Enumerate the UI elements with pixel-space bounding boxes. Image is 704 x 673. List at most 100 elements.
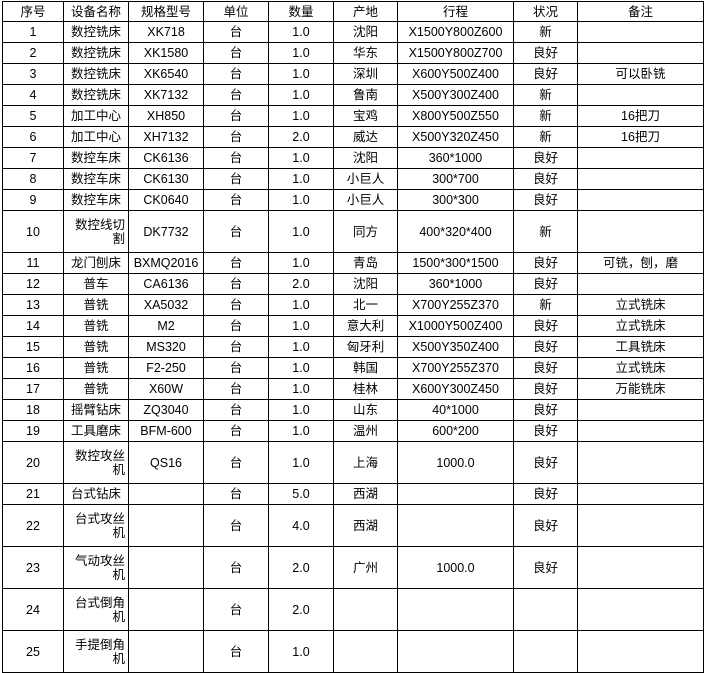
cell-model: X60W	[128, 378, 204, 400]
cell-unit: 台	[203, 210, 269, 253]
cell-note: 16把刀	[577, 126, 704, 148]
cell-qty: 1.0	[268, 441, 334, 484]
cell-origin: 华东	[333, 42, 398, 64]
cell-seq: 23	[2, 546, 64, 589]
table-row: 4 数控铣床 XK7132 台 1.0 鲁南 X500Y300Z400 新	[2, 84, 704, 106]
cell-qty: 2.0	[268, 273, 334, 295]
cell-name: 摇臂钻床	[63, 399, 129, 421]
cell-name: 数控攻丝机	[63, 441, 129, 484]
cell-qty: 1.0	[268, 168, 334, 190]
cell-name: 普车	[63, 273, 129, 295]
cell-seq: 13	[2, 294, 64, 316]
cell-model: DK7732	[128, 210, 204, 253]
cell-qty: 1.0	[268, 399, 334, 421]
cell-qty: 1.0	[268, 357, 334, 379]
cell-travel: 1000.0	[397, 546, 514, 589]
cell-name: 数控铣床	[63, 42, 129, 64]
cell-seq: 8	[2, 168, 64, 190]
table-row: 20 数控攻丝机 QS16 台 1.0 上海 1000.0 良好	[2, 441, 704, 484]
table-row: 7 数控车床 CK6136 台 1.0 沈阳 360*1000 良好	[2, 147, 704, 169]
cell-seq: 11	[2, 252, 64, 274]
column-header-note: 备注	[577, 1, 704, 22]
cell-model	[128, 483, 204, 505]
cell-travel: 600*200	[397, 420, 514, 442]
cell-qty: 4.0	[268, 504, 334, 547]
cell-cond	[513, 630, 578, 673]
cell-qty: 1.0	[268, 84, 334, 106]
cell-unit: 台	[203, 399, 269, 421]
cell-qty: 1.0	[268, 252, 334, 274]
column-header-name: 设备名称	[63, 1, 129, 22]
cell-travel: X800Y500Z550	[397, 105, 514, 127]
cell-seq: 24	[2, 588, 64, 631]
table-row: 13 普铣 XA5032 台 1.0 北一 X700Y255Z370 新立式铣床	[2, 294, 704, 316]
cell-travel: X1500Y800Z700	[397, 42, 514, 64]
table-row: 17 普铣 X60W 台 1.0 桂林 X600Y300Z450 良好 万能铣床	[2, 378, 704, 400]
table-header: 序号 设备名称 规格型号 单位 数量 产地 行程 状况 备注	[2, 1, 704, 22]
cell-model: XA5032	[128, 294, 204, 316]
cell-model: XH7132	[128, 126, 204, 148]
cell-cond: 良好	[513, 252, 578, 274]
cell-seq: 15	[2, 336, 64, 358]
cell-unit: 台	[203, 504, 269, 547]
cell-cond: 良好	[513, 504, 578, 547]
cell-note: 立式铣床	[577, 294, 704, 316]
cell-qty: 1.0	[268, 63, 334, 85]
column-header-model: 规格型号	[128, 1, 204, 22]
cell-travel: X500Y350Z400	[397, 336, 514, 358]
cell-seq: 14	[2, 315, 64, 337]
cell-cond: 良好	[513, 483, 578, 505]
cell-cond: 良好	[513, 546, 578, 589]
table-row: 16 普铣 F2-250 台 1.0 韩国 X700Y255Z370 良好 立式铣床	[2, 357, 704, 379]
cell-seq: 25	[2, 630, 64, 673]
cell-origin: 上海	[333, 441, 398, 484]
cell-qty: 1.0	[268, 147, 334, 169]
cell-cond: 新	[513, 126, 578, 148]
cell-origin: 小巨人	[333, 189, 398, 211]
cell-name: 台式倒角机	[63, 588, 129, 631]
cell-seq: 1	[2, 21, 64, 43]
cell-origin: 深圳	[333, 63, 398, 85]
table-row: 18 摇臂钻床 ZQ3040 台 1.0 山东 40*1000 良好	[2, 399, 704, 421]
table-row: 11 龙门刨床 BXMQ2016 台 1.0 青岛 1500*300*1500 良好 可铣，刨，…	[2, 252, 704, 274]
cell-qty: 2.0	[268, 588, 334, 631]
table-row: 1 数控铣床 XK718 台 1.0 沈阳 X1500Y800Z600 新	[2, 21, 704, 43]
column-header-qty: 数量	[268, 1, 334, 22]
cell-unit: 台	[203, 147, 269, 169]
cell-unit: 台	[203, 42, 269, 64]
table-row: 24 台式倒角机 台 2.0	[2, 588, 704, 631]
cell-unit: 台	[203, 336, 269, 358]
column-header-origin: 产地	[333, 1, 398, 22]
cell-seq: 4	[2, 84, 64, 106]
cell-qty: 1.0	[268, 105, 334, 127]
cell-unit: 台	[203, 588, 269, 631]
cell-seq: 2	[2, 42, 64, 64]
cell-origin: 青岛	[333, 252, 398, 274]
cell-unit: 台	[203, 84, 269, 106]
cell-cond: 良好	[513, 42, 578, 64]
cell-origin: 桂林	[333, 378, 398, 400]
cell-travel: X1500Y800Z600	[397, 21, 514, 43]
cell-cond: 良好	[513, 378, 578, 400]
cell-unit: 台	[203, 168, 269, 190]
cell-note	[577, 420, 704, 442]
cell-note	[577, 399, 704, 421]
cell-unit: 台	[203, 252, 269, 274]
cell-origin: 小巨人	[333, 168, 398, 190]
cell-name: 数控车床	[63, 189, 129, 211]
cell-origin: 沈阳	[333, 273, 398, 295]
cell-cond: 良好	[513, 420, 578, 442]
cell-travel: X600Y300Z450	[397, 378, 514, 400]
cell-travel: X500Y300Z400	[397, 84, 514, 106]
table-row: 23 气动攻丝机 台 2.0 广州 1000.0 良好	[2, 546, 704, 589]
cell-model: QS16	[128, 441, 204, 484]
cell-unit: 台	[203, 630, 269, 673]
cell-note: 16把刀	[577, 105, 704, 127]
cell-travel: 360*1000	[397, 273, 514, 295]
cell-seq: 9	[2, 189, 64, 211]
cell-model: F2-250	[128, 357, 204, 379]
cell-cond: 良好	[513, 336, 578, 358]
cell-name: 工具磨床	[63, 420, 129, 442]
cell-seq: 6	[2, 126, 64, 148]
